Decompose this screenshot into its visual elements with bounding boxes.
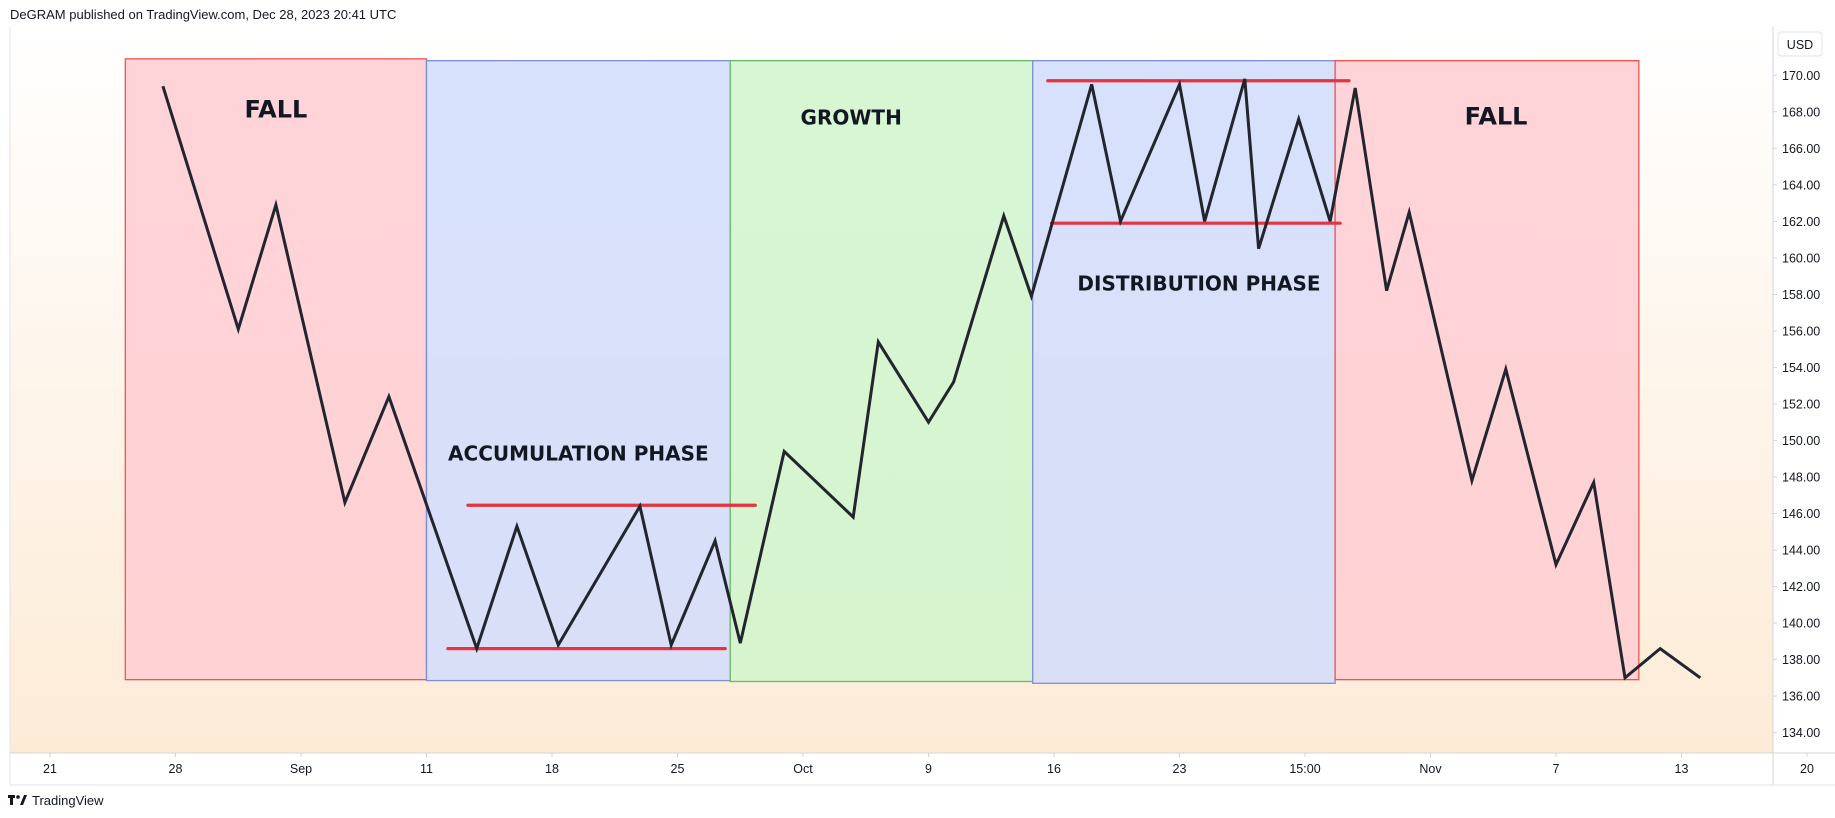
price-tick-label: 166.00	[1782, 142, 1820, 156]
brand-name: TradingView	[32, 793, 104, 808]
time-tick-label: Nov	[1419, 762, 1442, 776]
time-tick-label: Oct	[793, 762, 813, 776]
price-tick-label: 154.00	[1782, 361, 1820, 375]
time-tick-label: 28	[169, 762, 183, 776]
tradingview-logo[interactable]: TradingView	[8, 793, 104, 808]
zone-label-4: DISTRIBUTION PHASE	[1077, 272, 1320, 296]
zone-label-1: FALL	[244, 95, 307, 123]
time-tick-label: 21	[43, 762, 57, 776]
price-tick-label: 148.00	[1782, 470, 1820, 484]
time-tick-label: 9	[925, 762, 932, 776]
price-tick-label: 134.00	[1782, 726, 1820, 740]
time-tick-label: 25	[671, 762, 685, 776]
price-tick-label: 144.00	[1782, 544, 1820, 558]
phase-zones: FALL ACCUMULATION PHASE GROWTH DISTRIBUTION…	[124, 58, 1640, 684]
price-line	[161, 78, 1702, 681]
time-tick-label: 11	[420, 762, 433, 776]
time-tick-label: 23	[1173, 762, 1187, 776]
currency-label: USD	[1787, 38, 1813, 52]
zone-label-5: FALL	[1465, 103, 1528, 131]
zone-label-3: GROWTH	[801, 106, 902, 130]
price-axis[interactable]: 170.00 168.00 166.00 164.00 162.00 160.00 158.…	[1773, 69, 1820, 740]
price-tick-label: 170.00	[1782, 69, 1820, 83]
time-tick-label: 16	[1047, 762, 1061, 776]
price-tick-label: 164.00	[1782, 178, 1820, 192]
zone-3[interactable]	[729, 60, 1034, 683]
time-tick-label: 18	[545, 762, 559, 776]
price-tick-label: 168.00	[1782, 105, 1820, 119]
time-axis[interactable]: 21 28 Sep 11 18 25 Oct 9 16 23 15:00 Nov 7 13 20	[43, 753, 1814, 776]
price-tick-label: 162.00	[1782, 215, 1820, 229]
zone-4[interactable]	[1032, 60, 1336, 684]
zone-2[interactable]	[425, 60, 731, 682]
zone-label-2: ACCUMULATION PHASE	[448, 442, 709, 466]
price-tick-label: 152.00	[1782, 397, 1820, 411]
zone-5[interactable]	[1334, 60, 1640, 681]
price-tick-label: 146.00	[1782, 507, 1820, 521]
support-resistance-lines	[446, 79, 1351, 651]
time-tick-label: 20	[1800, 762, 1814, 776]
publish-info: DeGRAM published on TradingView.com, Dec…	[10, 7, 396, 22]
time-tick-label: 13	[1675, 762, 1689, 776]
tv-logo-icon	[8, 795, 27, 805]
time-tick-label: 7	[1553, 762, 1560, 776]
price-tick-label: 160.00	[1782, 251, 1820, 265]
zone-1[interactable]	[124, 58, 428, 681]
price-tick-label: 156.00	[1782, 324, 1820, 338]
price-tick-label: 158.00	[1782, 288, 1820, 302]
price-tick-label: 140.00	[1782, 617, 1820, 631]
time-tick-label: 15:00	[1289, 762, 1320, 776]
price-tick-label: 150.00	[1782, 434, 1820, 448]
currency-button[interactable]: USD	[1777, 31, 1823, 57]
price-tick-label: 138.00	[1782, 653, 1820, 667]
time-tick-label: Sep	[290, 762, 312, 776]
price-tick-label: 136.00	[1782, 690, 1820, 704]
price-tick-label: 142.00	[1782, 580, 1820, 594]
